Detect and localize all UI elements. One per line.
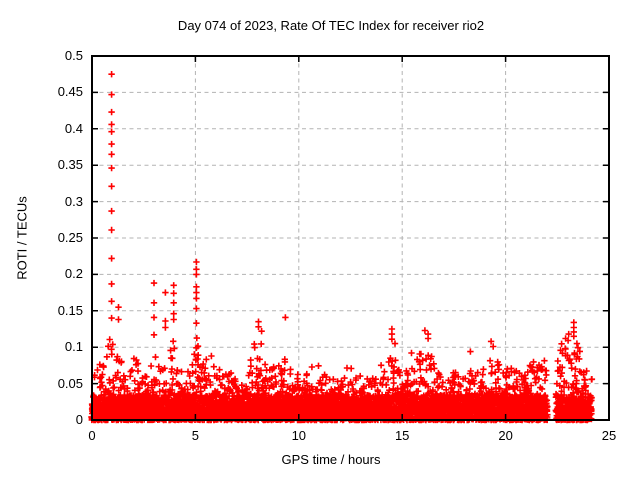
x-axis-label: GPS time / hours	[281, 452, 381, 467]
scatter-points	[88, 71, 596, 424]
x-tick-label: 15	[394, 428, 410, 443]
x-tick-label: 10	[291, 428, 307, 443]
x-tick-label: 5	[191, 428, 199, 443]
y-tick-label: 0.05	[57, 375, 83, 391]
y-tick-label: 0.25	[57, 230, 83, 245]
y-tick-label: 0.45	[57, 84, 83, 100]
y-tick-label: 0.15	[57, 302, 83, 318]
y-tick-label: 0	[75, 412, 83, 427]
y-tick-label: 0.2	[64, 266, 83, 282]
y-tick-label: 0.5	[64, 48, 83, 63]
x-tick-label: 0	[88, 428, 96, 443]
y-tick-label: 0.1	[64, 339, 83, 355]
y-tick-label: 0.35	[57, 157, 83, 173]
chart-title: Day 074 of 2023, Rate Of TEC Index for r…	[177, 18, 485, 33]
y-tick-label: 0.4	[64, 120, 83, 136]
plot-border	[91, 55, 610, 421]
x-tick-label: 25	[601, 428, 617, 443]
y-tick-label: 0.3	[64, 193, 83, 209]
x-tick-label: 20	[498, 428, 513, 443]
